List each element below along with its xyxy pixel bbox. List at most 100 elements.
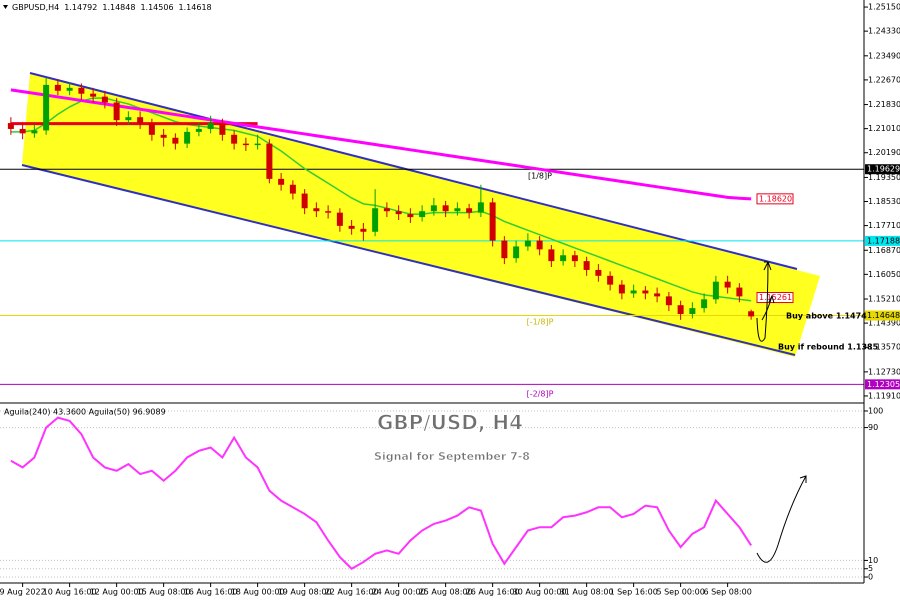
candle-body (395, 211, 402, 215)
level-label: 1.17188 (867, 236, 900, 245)
header-value: 1.14848 (102, 3, 135, 12)
y-tick-label: 0 (868, 573, 873, 582)
level-label: 1.15261 (759, 293, 792, 302)
murray-label: [-1/8]P (527, 318, 554, 327)
candle-body (301, 193, 308, 209)
x-tick-label: 25 Aug 08:00 (419, 588, 473, 597)
arrow-head (768, 294, 775, 304)
x-tick-label: 16 Aug 16:00 (184, 588, 238, 597)
candle-body (360, 228, 367, 232)
candle-body (278, 178, 285, 185)
candle-body (466, 208, 473, 213)
y-tick-label: 100 (868, 406, 883, 415)
candle-body (501, 240, 508, 259)
x-tick-label: 31 Aug 08:00 (560, 588, 614, 597)
y-tick-label: 1.19350 (868, 173, 900, 182)
x-tick-label: 10 Aug 16:00 (43, 588, 97, 597)
y-tick-label: 1.18530 (868, 197, 900, 206)
y-tick-label: 1.13570 (868, 343, 900, 352)
x-tick-label: 30 Aug 00:00 (513, 588, 567, 597)
candle-body (701, 299, 708, 309)
indicator-label: Aguila(240) 43.3600 Aguila(50) 96.9089 (4, 408, 166, 417)
candle-body (442, 205, 449, 212)
x-tick-label: 18 Aug 00:00 (231, 588, 285, 597)
candle-body (642, 290, 649, 294)
annotation: Buy above 1.1474 (786, 312, 867, 321)
y-tick-label: 1.25150 (868, 3, 900, 12)
candle-body (348, 225, 355, 229)
y-tick-label: 1.23490 (868, 51, 900, 60)
candle-body (748, 311, 755, 317)
candle-body (242, 143, 249, 146)
candle-body (231, 134, 238, 144)
line-series (10, 88, 752, 201)
candle-body (630, 290, 637, 294)
candle-body (454, 208, 461, 212)
candle-body (19, 128, 26, 134)
candle-body (536, 240, 543, 250)
level-label: 1.19629 (867, 165, 900, 174)
annotation: Buy if rebound 1.1385 (778, 343, 879, 352)
candle-body (665, 296, 672, 306)
candle-body (254, 143, 261, 146)
y-tick-label: 90 (868, 423, 878, 432)
y-tick-label: 1.21830 (868, 100, 900, 109)
candle-body (184, 131, 191, 144)
candle-body (207, 123, 214, 129)
y-tick-label: 1.16050 (868, 270, 900, 279)
candle-body (595, 269, 602, 276)
candle-body (489, 202, 496, 241)
candle-body (31, 130, 38, 134)
x-tick-label: 6 Sep 08:00 (703, 588, 751, 597)
y-tick-label: 1.20190 (868, 148, 900, 157)
candle-body (289, 184, 296, 194)
y-tick-label: 1.14390 (868, 319, 900, 328)
menu-icon (3, 5, 8, 9)
y-tick-label: 1.24330 (868, 27, 900, 36)
y-tick-label: 1.12730 (868, 367, 900, 376)
x-tick-label: 19 Aug 08:00 (278, 588, 332, 597)
level-box (865, 164, 900, 175)
x-tick-label: 9 Aug 2022 (0, 588, 46, 597)
channel-top (29, 72, 798, 270)
candle-body (607, 275, 614, 285)
channel-bottom (21, 164, 796, 356)
level-label: 1.14648 (867, 311, 900, 320)
header-value: 1.14506 (140, 3, 173, 12)
candle-body (113, 102, 120, 121)
x-tick-label: 12 Aug 00:00 (90, 588, 144, 597)
candle-body (313, 208, 320, 212)
candle-body (101, 96, 108, 103)
header: GBPUSD,H4 1.14792 1.14848 1.14506 1.14618 (12, 3, 212, 12)
x-tick-label: 15 Aug 08:00 (137, 588, 191, 597)
candle-body (583, 261, 590, 270)
candle-body (54, 84, 61, 91)
candle-body (513, 246, 520, 259)
arrow-head (763, 261, 772, 271)
y-tick-label: 1.22670 (868, 75, 900, 84)
arrow (756, 261, 769, 342)
murray-label: [-2/8]P (527, 390, 554, 399)
murray-label: [1/8]P (528, 172, 552, 181)
y-tick-label: 5 (868, 564, 873, 573)
subtitle: Signal for September 7-8 (374, 450, 530, 463)
title: GBP/USD, H4 (377, 411, 523, 435)
header-value: GBPUSD,H4 (12, 3, 59, 12)
level-label: 1.12305 (867, 380, 900, 389)
candle-body (477, 202, 484, 213)
plot: 1.25150 1.24330 1.23490 1.22670 1.21830 1.210… (0, 3, 900, 597)
line-series (10, 416, 752, 570)
level-box (865, 235, 900, 246)
candle-body (125, 117, 132, 121)
x-tick-label: 22 Aug 16:00 (325, 588, 379, 597)
candle-body (137, 117, 144, 124)
candle-body (325, 211, 332, 213)
candle-body (66, 87, 73, 91)
candle-body (195, 128, 202, 132)
x-tick-label: 5 Sep 00:00 (656, 588, 704, 597)
candle-body (560, 255, 567, 262)
candle-body (148, 123, 155, 135)
y-tick-label: 10 (868, 556, 878, 565)
candle-body (524, 240, 531, 247)
